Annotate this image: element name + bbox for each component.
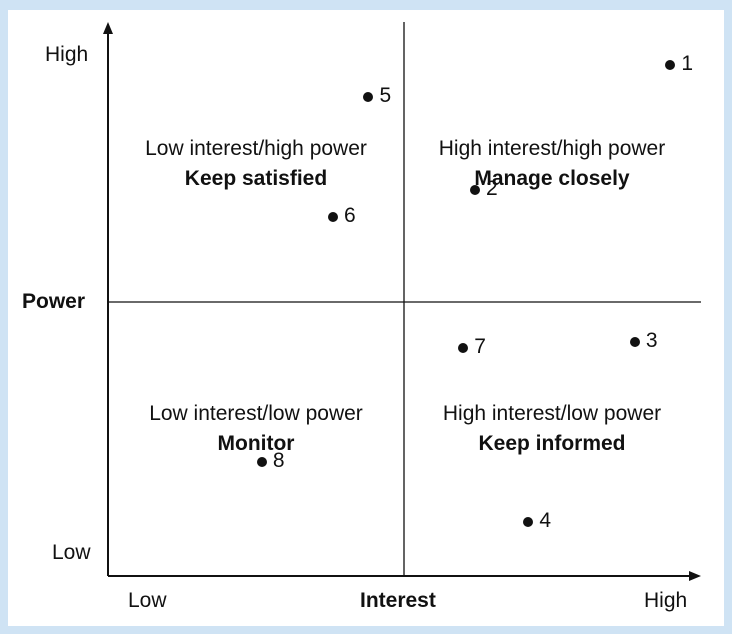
x-axis-title: Interest bbox=[360, 589, 436, 612]
quadrant-action: Manage closely bbox=[474, 167, 630, 190]
y-axis-arrow bbox=[103, 22, 113, 34]
point-marker bbox=[256, 456, 267, 467]
y-axis-title: Power bbox=[22, 290, 86, 313]
x-axis-arrow bbox=[689, 571, 701, 581]
y-axis-low-label: Low bbox=[52, 541, 91, 564]
point-marker bbox=[629, 337, 640, 348]
x-axis-low-label: Low bbox=[128, 589, 167, 612]
point-label: 2 bbox=[486, 176, 498, 200]
point-marker bbox=[665, 59, 676, 70]
point-marker bbox=[458, 342, 469, 353]
point-marker bbox=[523, 516, 534, 527]
y-axis-high-label: High bbox=[45, 43, 89, 66]
point-marker bbox=[470, 184, 481, 195]
grid-lines bbox=[103, 22, 701, 581]
quadrant-top-left: Low interest/high power Keep satisfied bbox=[108, 138, 404, 189]
point-label: 8 bbox=[272, 448, 285, 472]
point-label: 1 bbox=[681, 51, 694, 75]
point-label: 5 bbox=[379, 84, 392, 108]
quadrant-action: Keep satisfied bbox=[184, 167, 328, 190]
point-label: 3 bbox=[645, 329, 658, 353]
point-label: 4 bbox=[539, 508, 551, 532]
point-label: 6 bbox=[343, 203, 356, 227]
point-marker bbox=[363, 92, 374, 103]
quadrant-action: Monitor bbox=[217, 432, 295, 455]
quadrant-description: Low interest/high power bbox=[145, 137, 367, 160]
quadrant-bottom-right: High interest/low power Keep informed bbox=[404, 403, 700, 454]
point-label: 7 bbox=[474, 334, 486, 358]
quadrant-description: High interest/high power bbox=[438, 137, 666, 160]
quadrant-bottom-left: Low interest/low power Monitor bbox=[108, 403, 404, 454]
quadrant-top-right: High interest/high power Manage closely bbox=[404, 138, 700, 189]
quadrant-description: High interest/low power bbox=[442, 402, 662, 425]
quadrant-description: Low interest/low power bbox=[149, 402, 363, 425]
stakeholder-grid: High Power Low Low Interest High Low int… bbox=[8, 10, 724, 626]
point-marker bbox=[327, 211, 338, 222]
x-axis-high-label: High bbox=[644, 589, 688, 612]
quadrant-action: Keep informed bbox=[478, 432, 626, 455]
